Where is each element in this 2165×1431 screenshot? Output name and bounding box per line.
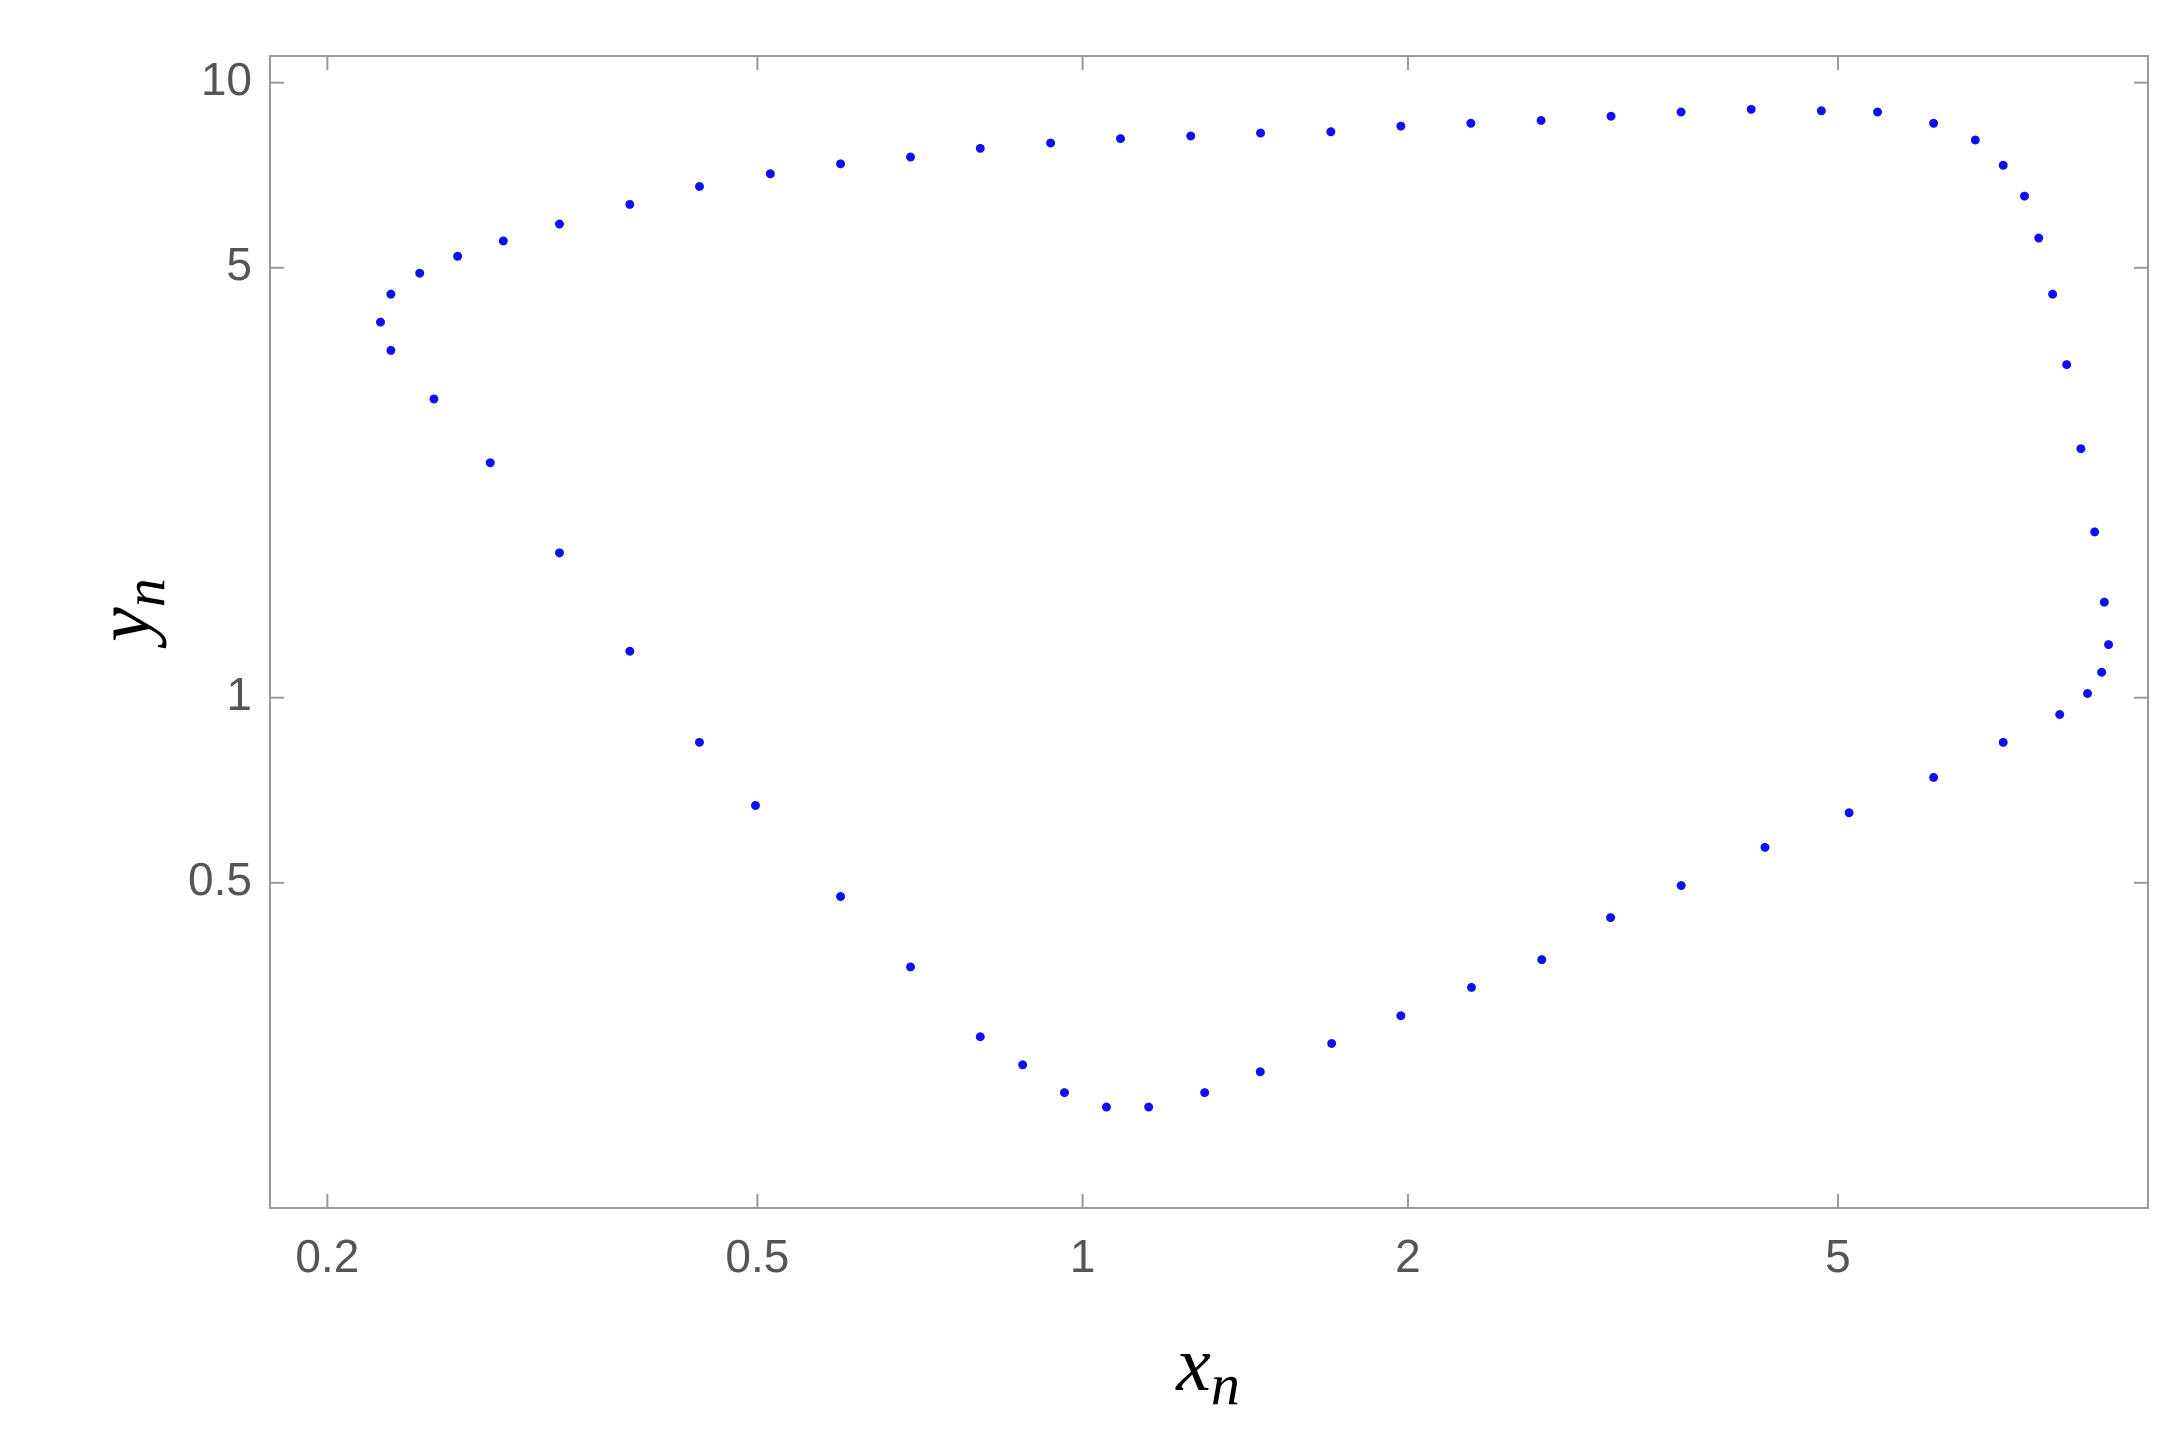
point xyxy=(1970,135,1980,145)
point xyxy=(625,199,635,209)
y-tick-label: 5 xyxy=(226,238,252,290)
x-axis-title-main: x xyxy=(1175,1320,1211,1407)
point xyxy=(1256,128,1266,138)
point xyxy=(1046,138,1056,148)
y-tick-label: 0.5 xyxy=(188,853,252,905)
point xyxy=(554,548,564,558)
point xyxy=(1676,881,1686,891)
point xyxy=(1537,955,1547,965)
point xyxy=(1396,121,1406,131)
point xyxy=(836,159,846,169)
point xyxy=(765,169,775,179)
x-tick-label: 0.2 xyxy=(295,1230,359,1282)
y-axis-title-sub: n xyxy=(112,578,177,607)
point xyxy=(1466,118,1476,128)
point xyxy=(1929,118,1939,128)
point xyxy=(1144,1102,1154,1112)
point xyxy=(2055,710,2065,720)
point xyxy=(376,317,386,327)
point xyxy=(1255,1067,1265,1077)
point xyxy=(750,800,760,810)
point xyxy=(1466,982,1476,992)
x-axis-title: xn xyxy=(1175,1320,1240,1417)
point xyxy=(2090,527,2100,537)
y-axis-title: yn xyxy=(80,578,177,649)
point xyxy=(1018,1060,1028,1070)
point xyxy=(1816,106,1826,116)
point xyxy=(485,458,495,468)
point xyxy=(1746,104,1756,114)
point xyxy=(1536,115,1546,125)
point xyxy=(906,152,916,162)
point xyxy=(554,219,564,229)
point xyxy=(1606,913,1616,923)
plot-frame xyxy=(269,55,2149,1209)
y-tick-label: 1 xyxy=(226,668,252,720)
point xyxy=(2104,640,2114,650)
point xyxy=(1929,772,1939,782)
point xyxy=(836,892,846,902)
x-axis-title-sub: n xyxy=(1211,1352,1240,1417)
point xyxy=(2083,688,2093,698)
point xyxy=(2099,597,2109,607)
point xyxy=(1396,1011,1406,1021)
x-tick-label: 5 xyxy=(1825,1230,1851,1282)
point xyxy=(386,345,396,355)
point xyxy=(415,268,425,278)
point xyxy=(625,646,635,656)
point xyxy=(2019,191,2029,201)
point xyxy=(2062,360,2072,370)
point xyxy=(1998,737,2008,747)
point xyxy=(1606,111,1616,121)
x-tick-label: 2 xyxy=(1395,1230,1421,1282)
point xyxy=(1873,107,1883,117)
point xyxy=(2076,444,2086,454)
point xyxy=(1326,127,1336,137)
point xyxy=(1760,842,1770,852)
point xyxy=(1116,134,1126,144)
point xyxy=(1844,808,1854,818)
point xyxy=(386,289,396,299)
point xyxy=(2097,667,2107,677)
x-tick-label: 1 xyxy=(1070,1230,1096,1282)
y-axis-title-main: y xyxy=(80,607,167,649)
point xyxy=(453,251,463,261)
point xyxy=(1059,1088,1069,1098)
point xyxy=(1200,1088,1210,1098)
point xyxy=(975,1032,985,1042)
point xyxy=(906,962,916,972)
x-tick-label: 0.5 xyxy=(725,1230,789,1282)
point xyxy=(498,236,508,246)
point xyxy=(1998,160,2008,170)
point xyxy=(694,181,704,191)
point xyxy=(694,737,704,747)
point xyxy=(1676,107,1686,117)
point xyxy=(975,143,985,153)
point xyxy=(2048,289,2058,299)
point xyxy=(1101,1102,1111,1112)
point xyxy=(2034,233,2044,243)
point xyxy=(1327,1038,1337,1048)
point xyxy=(1186,131,1196,141)
y-tick-label: 10 xyxy=(201,53,252,105)
point xyxy=(429,394,439,404)
